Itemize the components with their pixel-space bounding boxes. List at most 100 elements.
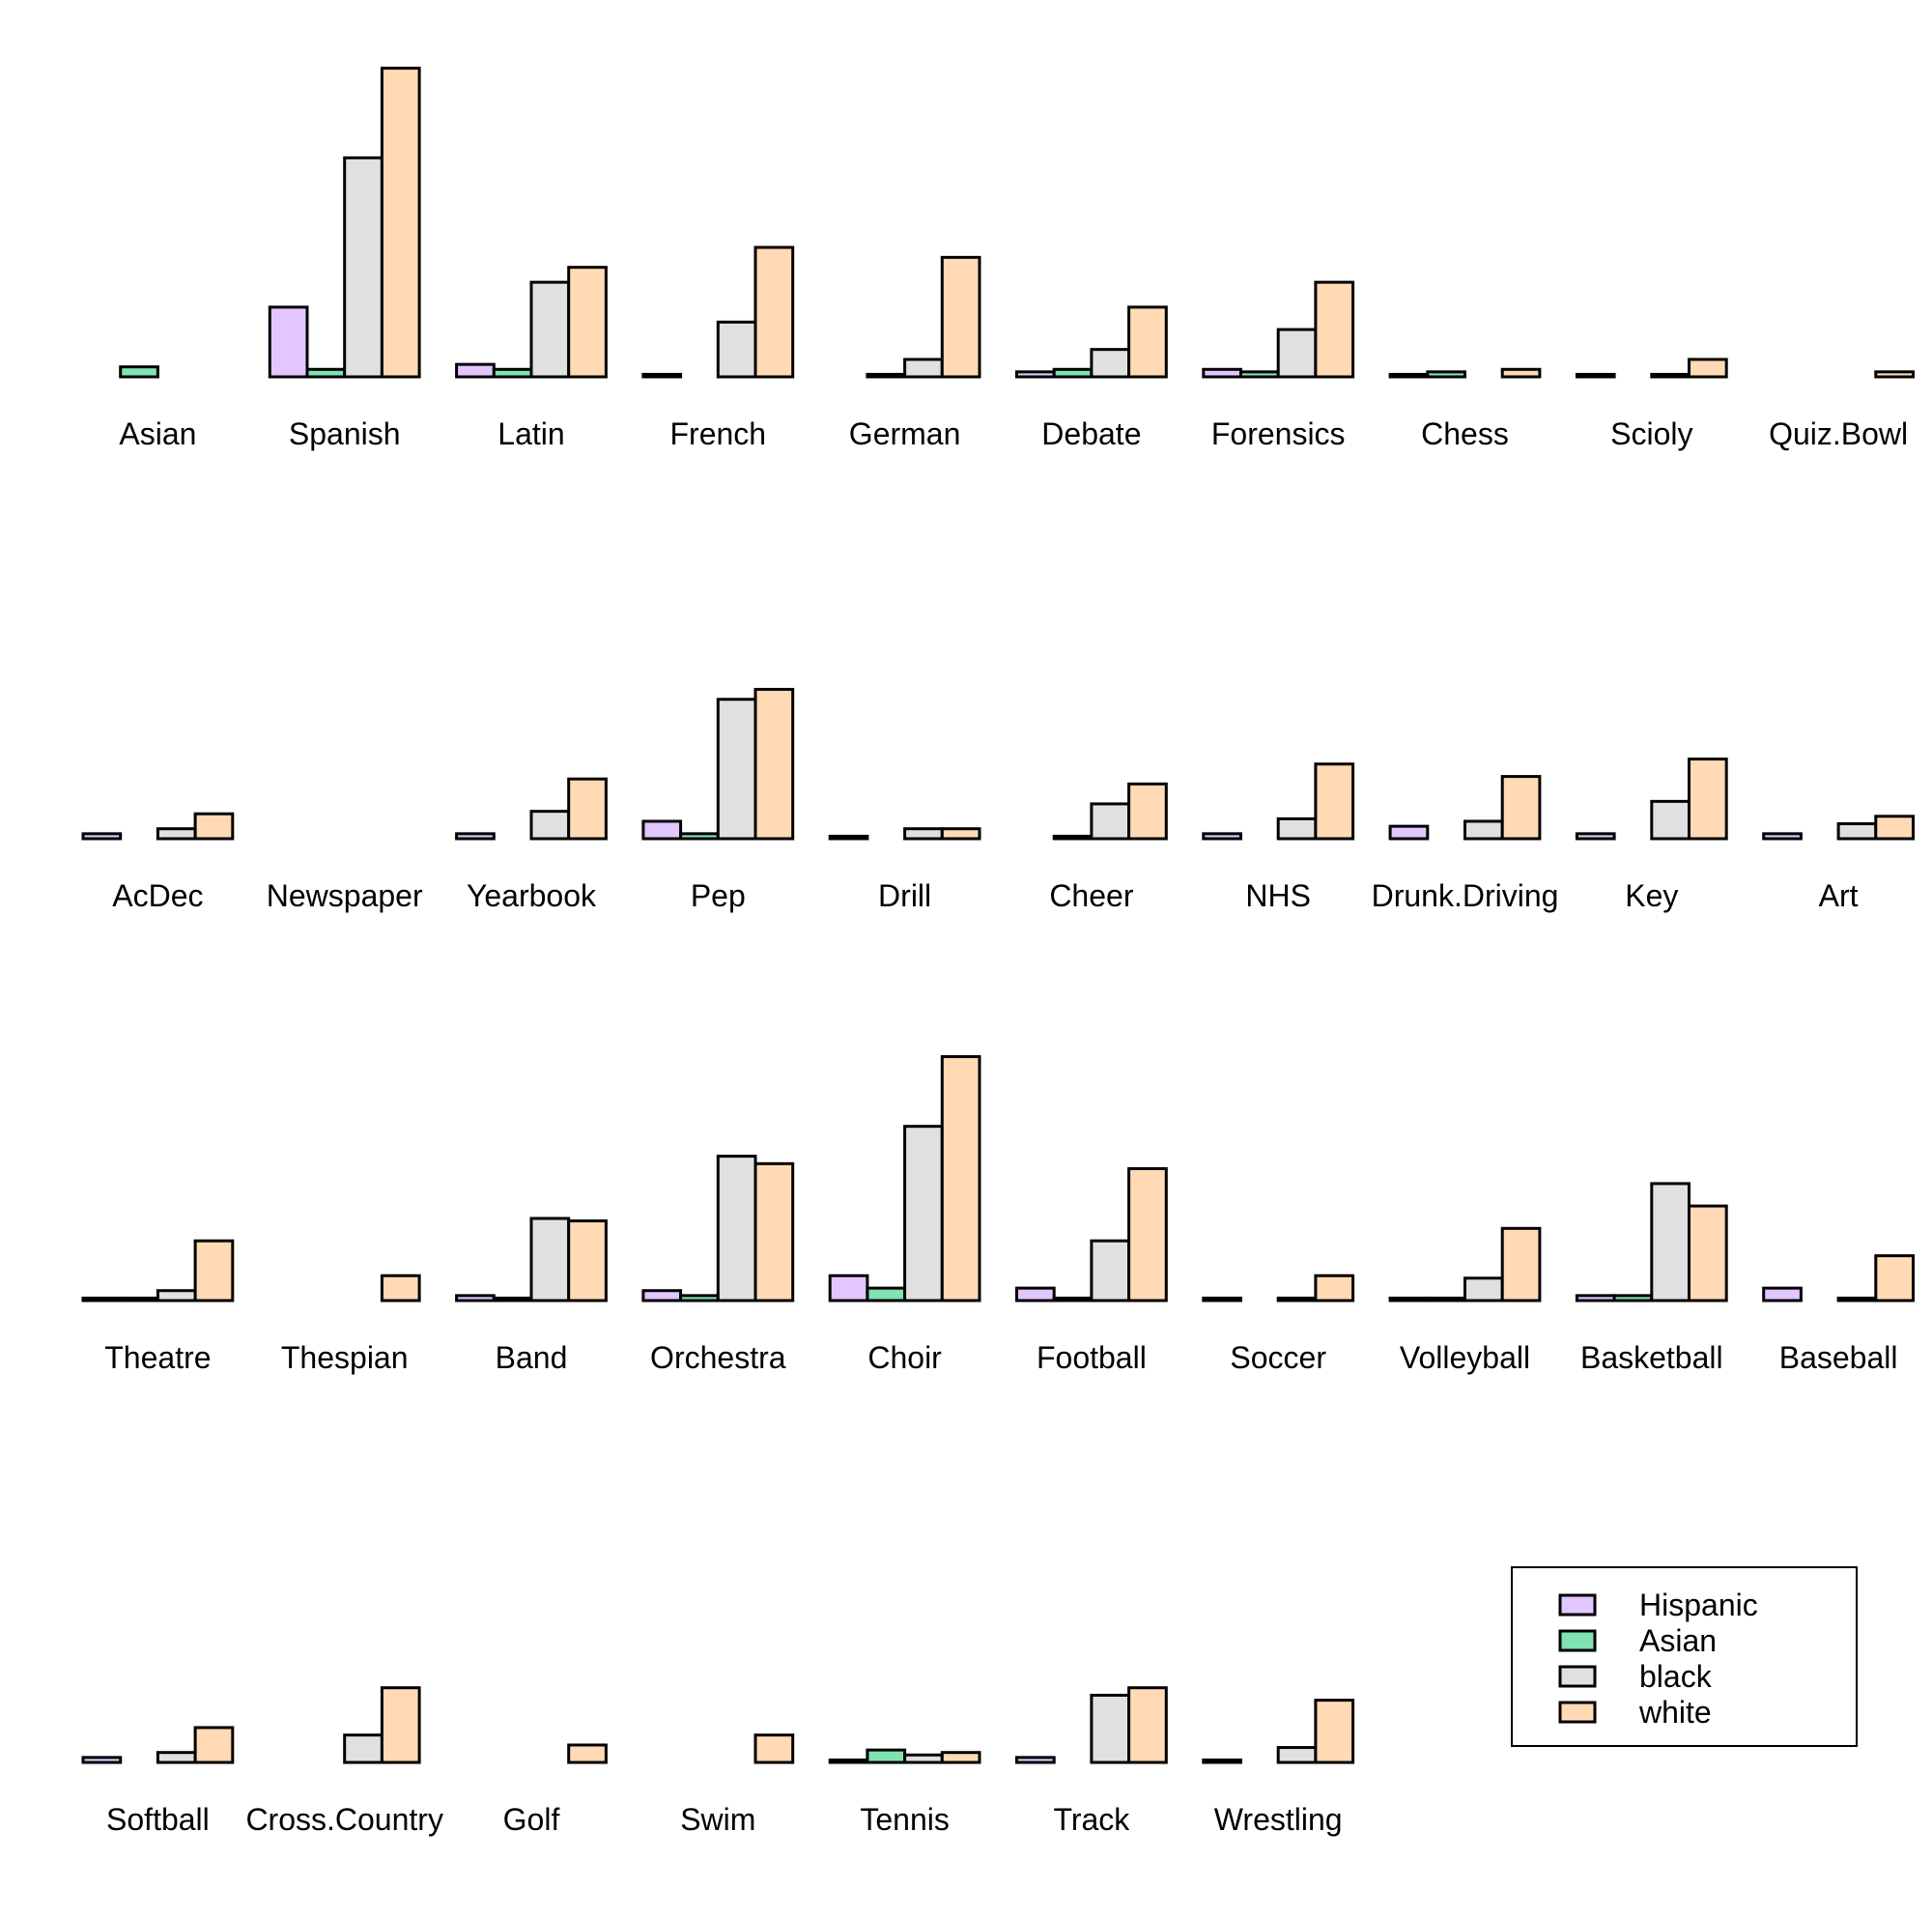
bar-quiz-bowl-white (1874, 370, 1916, 379)
bar-key-hispanic (1575, 832, 1616, 841)
panel-label: Choir (867, 1340, 942, 1375)
bar-golf-white (567, 1743, 608, 1764)
panel-label: Key (1625, 878, 1678, 913)
bar-art-black (1836, 822, 1878, 841)
panel-label: Basketball (1580, 1340, 1723, 1375)
bar-debate-asian (1052, 367, 1094, 379)
panel-nhs: NHS (1202, 762, 1355, 913)
bar-wrestling-hispanic (1202, 1758, 1243, 1764)
bar-softball-white (193, 1726, 235, 1764)
panel-art: Art (1762, 815, 1916, 913)
panel-label: Track (1053, 1802, 1130, 1837)
bar-track-white (1127, 1686, 1168, 1764)
bar-orchestra-white (753, 1161, 795, 1303)
bar-drill-white (940, 827, 981, 841)
bar-tennis-white (940, 1751, 981, 1764)
bar-thespian-white (380, 1274, 421, 1303)
bar-asian-asian (119, 365, 159, 379)
panel-label: Forensics (1211, 416, 1346, 451)
legend-label-white: white (1638, 1695, 1712, 1730)
bar-volleyball-white (1500, 1226, 1542, 1303)
bar-football-black (1090, 1239, 1131, 1303)
bar-french-white (753, 245, 795, 379)
panel-german: German (849, 255, 981, 451)
bar-pep-white (753, 687, 795, 841)
bar-debate-black (1090, 348, 1131, 379)
legend-label-hispanic: Hispanic (1639, 1588, 1758, 1622)
legend-swatch-black (1558, 1665, 1597, 1688)
bar-yearbook-black (529, 810, 571, 841)
panel-theatre: Theatre (81, 1239, 235, 1375)
bar-orchestra-hispanic (641, 1289, 683, 1303)
panel-label: Baseball (1779, 1340, 1898, 1375)
bar-volleyball-black (1463, 1276, 1504, 1303)
bar-choir-white (940, 1055, 981, 1303)
bar-volleyball-hispanic (1388, 1296, 1430, 1303)
bar-wrestling-black (1276, 1746, 1318, 1764)
bar-french-black (716, 320, 757, 379)
bar-art-white (1874, 815, 1916, 841)
bar-theatre-asian (119, 1296, 159, 1303)
panel-label: NHS (1245, 878, 1311, 913)
panel-label: Newspaper (267, 878, 423, 913)
bar-basketball-asian (1612, 1294, 1654, 1303)
bar-forensics-asian (1239, 370, 1280, 379)
bar-orchestra-asian (679, 1294, 720, 1303)
bar-forensics-white (1314, 280, 1355, 379)
panel-basketball: Basketball (1575, 1182, 1728, 1375)
bar-cheer-asian (1052, 834, 1094, 841)
bar-scioly-white (1688, 358, 1728, 379)
panel-soccer: Soccer (1202, 1274, 1355, 1375)
panel-debate: Debate (1015, 305, 1168, 451)
chart-panels: Asian Spanish Latin French German Debate Foren… (81, 67, 1916, 1837)
bar-soccer-black (1276, 1296, 1318, 1303)
bar-tennis-black (903, 1753, 944, 1764)
bar-acdec-black (156, 827, 197, 841)
panel-softball: Softball (81, 1726, 235, 1837)
panel-label: Yearbook (467, 878, 597, 913)
panel-football: Football (1015, 1166, 1168, 1375)
panel-band: Band (455, 1217, 608, 1375)
bar-tennis-hispanic (828, 1758, 869, 1764)
bar-baseball-black (1836, 1296, 1878, 1303)
panel-wrestling: Wrestling (1202, 1699, 1355, 1837)
bar-cheer-black (1090, 802, 1131, 841)
panel-label: Tennis (860, 1802, 950, 1837)
bar-cross-country-black (343, 1733, 384, 1764)
bar-softball-black (156, 1751, 197, 1764)
panel-cross-country: Cross.Country (245, 1686, 443, 1837)
bar-forensics-black (1276, 328, 1318, 379)
panel-label: Spanish (289, 416, 401, 451)
bar-drunk-driving-black (1463, 819, 1504, 841)
panel-label: Scioly (1610, 416, 1692, 451)
panel-thespian: Thespian (281, 1274, 421, 1375)
panel-track: Track (1015, 1686, 1168, 1837)
bar-softball-hispanic (81, 1756, 123, 1764)
bar-german-black (903, 358, 944, 379)
bar-band-asian (492, 1296, 533, 1303)
bar-spanish-asian (305, 367, 347, 379)
panel-label: Drill (878, 878, 931, 913)
panel-golf: Golf (503, 1743, 608, 1837)
bar-orchestra-black (716, 1155, 757, 1303)
panel-label: Volleyball (1400, 1340, 1530, 1375)
panel-cheer: Cheer (1049, 782, 1168, 913)
bar-football-hispanic (1015, 1286, 1056, 1303)
bar-theatre-hispanic (81, 1296, 123, 1303)
bar-latin-black (529, 280, 571, 379)
panel-label: Cheer (1049, 878, 1134, 913)
bar-band-black (529, 1217, 571, 1303)
panel-label: Cross.Country (245, 1802, 443, 1837)
bar-spanish-black (343, 156, 384, 379)
bar-nhs-hispanic (1202, 832, 1243, 841)
panel-label: AcDec (112, 878, 203, 913)
bar-french-hispanic (641, 372, 683, 379)
bar-drunk-driving-hispanic (1388, 824, 1430, 841)
bar-soccer-white (1314, 1274, 1355, 1303)
bar-football-asian (1052, 1296, 1094, 1303)
bar-baseball-white (1874, 1254, 1916, 1303)
bar-wrestling-white (1314, 1699, 1355, 1764)
panel-label: Asian (119, 416, 196, 451)
bar-choir-hispanic (828, 1274, 869, 1303)
